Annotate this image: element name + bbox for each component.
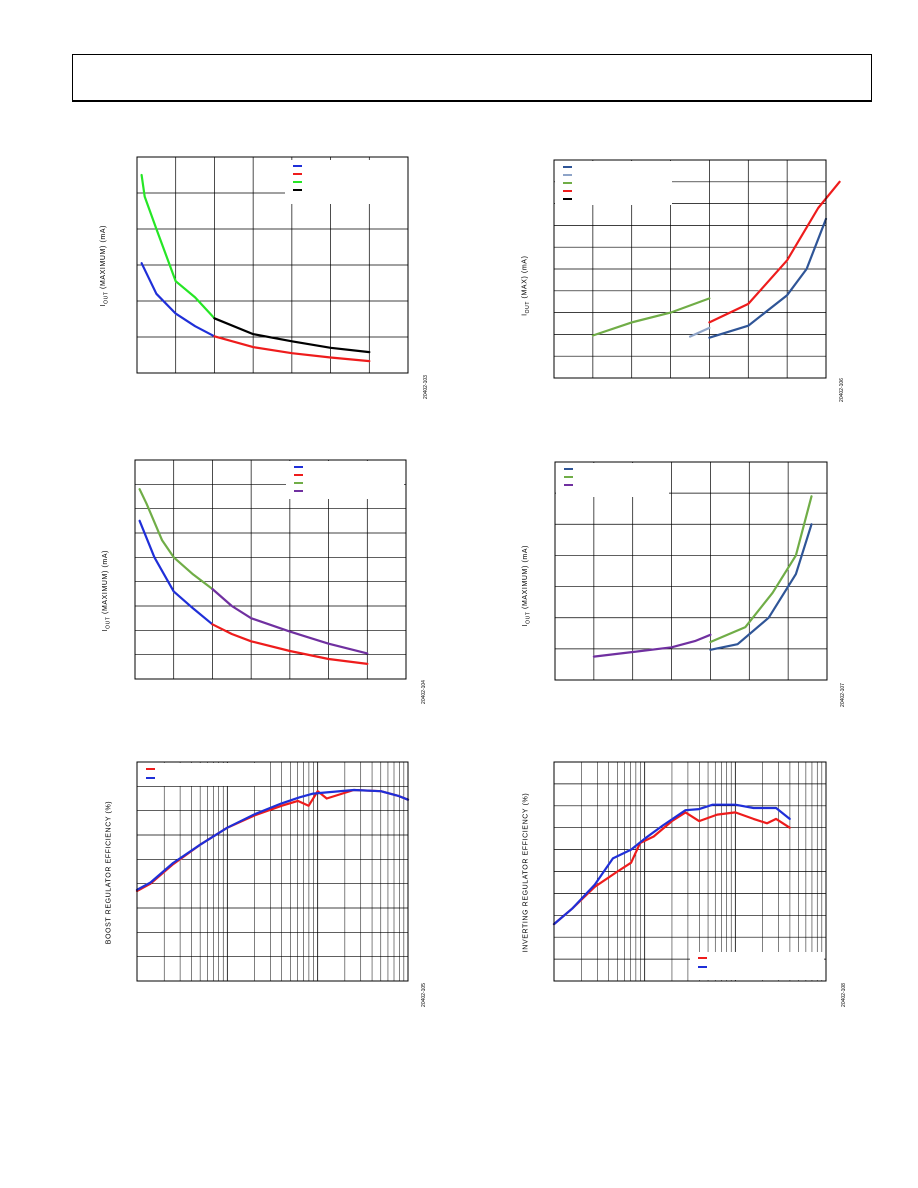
fig108-legend xyxy=(690,952,824,980)
fig104-series-line-3 xyxy=(211,587,369,655)
legend-box xyxy=(555,161,672,205)
fig104-series-line-1 xyxy=(211,623,369,665)
legend-box xyxy=(286,461,404,499)
fig107-series-line-2 xyxy=(592,633,712,658)
fig104-plot xyxy=(134,459,407,680)
fig107-legend xyxy=(556,463,669,497)
fig106-plot xyxy=(553,159,841,379)
fig106-series-line-2 xyxy=(591,297,711,337)
fig105-plot xyxy=(135,761,410,982)
fig108-series-line-0 xyxy=(552,811,791,926)
fig106-series-line-3 xyxy=(708,180,841,324)
fig104-frame xyxy=(134,459,407,680)
fig106-series-line-0 xyxy=(708,217,828,339)
fig105-series-line-1 xyxy=(135,788,410,891)
fig103-frame xyxy=(136,156,409,374)
fig104-series-line-0 xyxy=(138,519,214,626)
fig106-series-line-1 xyxy=(688,326,711,338)
fig103-legend xyxy=(285,160,410,204)
legend-box xyxy=(556,463,669,497)
fig105-series-line-0 xyxy=(135,788,410,893)
fig106-y-axis-label: IOUT (MAX) (mA) xyxy=(522,255,531,315)
legend-box xyxy=(285,160,410,204)
fig104-y-axis-label: IOUT (MAXIMUM) (mA) xyxy=(102,549,111,630)
fig105-frame xyxy=(136,761,409,982)
fig108-grid xyxy=(553,762,826,981)
y-label-unit: (MAXIMUM) (mA) xyxy=(101,549,109,617)
y-label-unit: (MAX) (mA) xyxy=(521,255,529,301)
fig108-figure-code: 20402-108 xyxy=(840,983,847,1007)
y-label-subscript: OUT xyxy=(102,291,109,304)
y-label-main: INVERTING REGULATOR EFFICIENCY (%) xyxy=(522,792,530,952)
fig104-grid xyxy=(135,460,406,679)
fig104-series-line-2 xyxy=(138,488,214,591)
fig108-y-axis-label: INVERTING REGULATOR EFFICIENCY (%) xyxy=(522,792,529,952)
fig106-figure-code: 20402-106 xyxy=(838,378,845,402)
fig105-figure-code: 20402-105 xyxy=(420,983,427,1007)
legend-box xyxy=(690,952,824,980)
fig105-legend xyxy=(138,763,268,786)
legend-box xyxy=(138,763,268,786)
fig105-grid xyxy=(136,762,408,981)
fig107-y-axis-label: IOUT (MAXIMUM) (mA) xyxy=(522,544,531,625)
fig103-figure-code: 20402-103 xyxy=(422,375,429,399)
fig108-series-line-1 xyxy=(552,803,791,926)
fig107-frame xyxy=(554,461,828,681)
fig106-legend xyxy=(555,161,672,205)
fig103-series-line-0 xyxy=(140,262,216,338)
fig108-frame xyxy=(553,761,827,982)
y-label-subscript: OUT xyxy=(524,611,531,624)
y-label-unit: (MAXIMUM) (mA) xyxy=(99,224,107,292)
y-label-subscript: OUT xyxy=(104,616,111,629)
fig107-series-line-0 xyxy=(709,523,813,651)
fig103-series-line-1 xyxy=(213,335,371,363)
fig103-series-line-2 xyxy=(140,173,216,320)
fig106-frame xyxy=(553,159,827,379)
fig108-plot xyxy=(552,761,827,982)
fig104-legend xyxy=(286,461,404,499)
fig103-series-line-3 xyxy=(213,317,371,354)
fig103-y-axis-label: IOUT (MAXIMUM) (mA) xyxy=(100,224,109,305)
fig103-plot xyxy=(136,156,410,374)
page-header-box xyxy=(72,54,872,102)
fig105-y-axis-label: BOOST REGULATOR EFFICIENCY (%) xyxy=(105,800,112,944)
fig107-series-line-1 xyxy=(709,495,813,644)
y-label-main: BOOST REGULATOR EFFICIENCY (%) xyxy=(105,800,113,944)
fig107-plot xyxy=(554,461,828,681)
fig107-figure-code: 20402-107 xyxy=(839,683,846,707)
y-label-unit: (MAXIMUM) (mA) xyxy=(521,544,529,612)
fig104-figure-code: 20402-104 xyxy=(420,680,427,704)
y-label-subscript: OUT xyxy=(524,300,531,313)
